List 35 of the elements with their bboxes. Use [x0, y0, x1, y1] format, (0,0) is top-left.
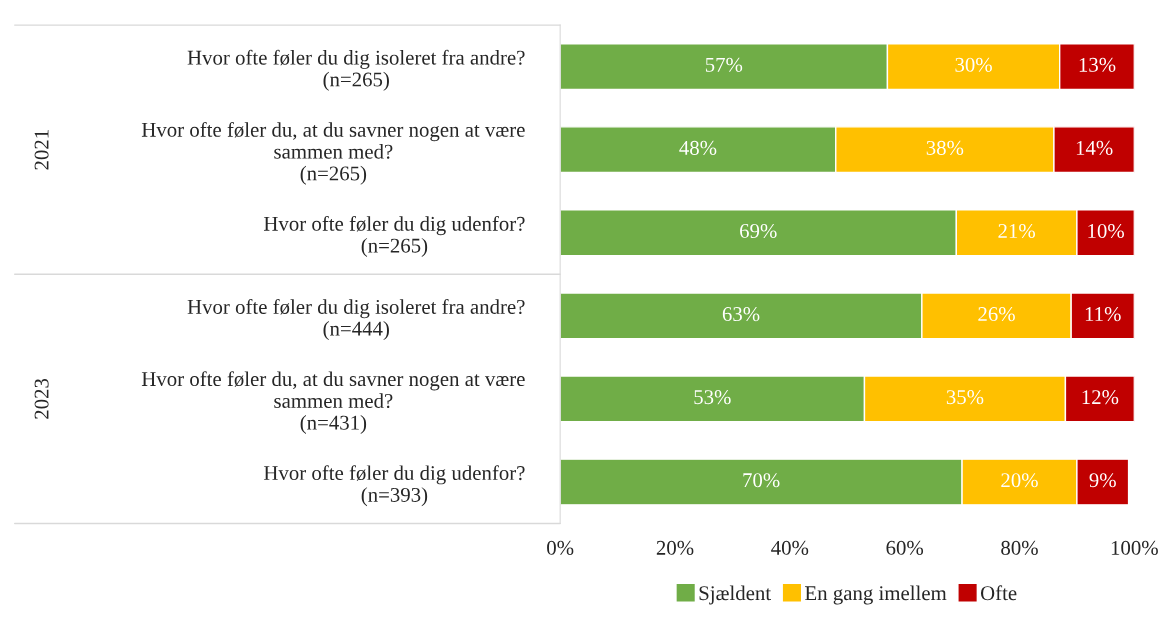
legend-label: En gang imellem: [805, 585, 947, 605]
data-label: 48%: [679, 140, 717, 155]
x-tick-label: 20%: [656, 540, 694, 555]
data-label: 20%: [1001, 473, 1038, 488]
data-label: 26%: [978, 307, 1015, 322]
x-tick-label: 100%: [1111, 540, 1158, 555]
text: 2023: [34, 378, 49, 419]
data-label: 38%: [926, 140, 964, 155]
data-label: 12%: [1082, 390, 1119, 405]
data-label: 14%: [1076, 140, 1113, 155]
x-tick-label: 80%: [1001, 540, 1038, 555]
y-tick-label: Hvor ofte føler du dig udenfor? (n=393): [263, 465, 525, 507]
data-label: 70%: [743, 473, 780, 488]
data-label: 9%: [1089, 473, 1116, 488]
x-tick-label: 40%: [771, 540, 809, 555]
x-tick-label: 60%: [886, 540, 924, 555]
data-label: 21%: [998, 223, 1035, 239]
data-label: 53%: [694, 390, 731, 405]
data-label: 11%: [1085, 307, 1121, 322]
text: 2021: [34, 130, 49, 170]
y-tick-label: Hvor ofte føler du dig udenfor? (n=265): [263, 215, 525, 257]
legend-label: Sjældent: [699, 585, 771, 605]
y-tick-label: Hvor ofte føler du dig isoleret fra andre? (n=444): [187, 299, 525, 340]
data-label: 69%: [740, 223, 777, 239]
y-tick-label: Hvor ofte føler du dig isoleret fra andre? (n=265): [187, 49, 525, 91]
y-tick-label: Hvor ofte føler du, at du savner nogen at være sammen med? (n=265): [141, 121, 525, 185]
data-label: 30%: [955, 57, 992, 72]
data-label: 35%: [946, 390, 984, 405]
data-label: 63%: [722, 307, 760, 322]
y-tick-label: Hvor ofte føler du, at du savner nogen at være sammen med? (n=431): [141, 371, 525, 434]
data-label: 13%: [1079, 57, 1116, 72]
data-label: 57%: [705, 57, 743, 72]
x-tick-label: 0%: [547, 540, 574, 555]
legend-label: Ofte: [980, 585, 1017, 601]
data-label: 10%: [1088, 223, 1124, 239]
